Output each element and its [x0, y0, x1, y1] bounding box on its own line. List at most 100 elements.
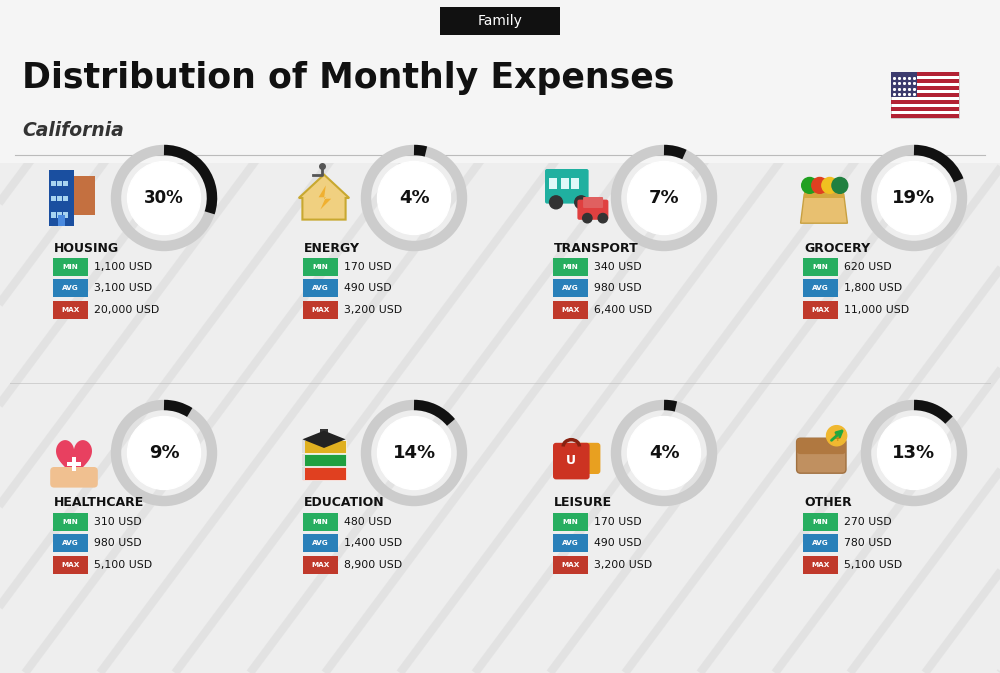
FancyBboxPatch shape: [74, 176, 95, 215]
FancyBboxPatch shape: [891, 72, 917, 97]
Text: MAX: MAX: [811, 562, 830, 568]
FancyBboxPatch shape: [891, 72, 959, 75]
Text: 3,200 USD: 3,200 USD: [594, 560, 652, 570]
FancyBboxPatch shape: [803, 534, 838, 553]
Circle shape: [832, 178, 848, 193]
Polygon shape: [801, 194, 847, 223]
Text: 1,100 USD: 1,100 USD: [94, 262, 152, 272]
FancyBboxPatch shape: [57, 180, 62, 186]
FancyBboxPatch shape: [803, 279, 838, 297]
FancyBboxPatch shape: [303, 301, 338, 319]
FancyBboxPatch shape: [553, 258, 588, 276]
Circle shape: [583, 213, 592, 223]
FancyBboxPatch shape: [67, 462, 81, 466]
Text: EDUCATION: EDUCATION: [304, 497, 385, 509]
Text: 7%: 7%: [649, 189, 679, 207]
Circle shape: [128, 162, 200, 234]
Text: 170 USD: 170 USD: [344, 262, 392, 272]
Text: 340 USD: 340 USD: [594, 262, 642, 272]
FancyBboxPatch shape: [561, 178, 569, 189]
Polygon shape: [319, 185, 331, 209]
FancyBboxPatch shape: [53, 279, 88, 297]
Circle shape: [628, 417, 700, 489]
Text: U: U: [566, 454, 576, 468]
FancyBboxPatch shape: [545, 169, 589, 204]
FancyBboxPatch shape: [320, 429, 328, 439]
Text: 310 USD: 310 USD: [94, 517, 142, 527]
Text: MAX: MAX: [811, 307, 830, 313]
Text: $: $: [833, 431, 840, 441]
Text: MAX: MAX: [61, 562, 80, 568]
FancyBboxPatch shape: [549, 178, 557, 189]
Text: MIN: MIN: [563, 264, 578, 270]
Text: 490 USD: 490 USD: [594, 538, 642, 548]
FancyBboxPatch shape: [891, 100, 959, 104]
Text: 170 USD: 170 USD: [594, 517, 642, 527]
FancyBboxPatch shape: [58, 215, 65, 226]
FancyBboxPatch shape: [803, 556, 838, 574]
Circle shape: [827, 425, 847, 446]
Text: 11,000 USD: 11,000 USD: [844, 305, 909, 315]
FancyBboxPatch shape: [57, 213, 62, 217]
FancyBboxPatch shape: [891, 114, 959, 118]
FancyBboxPatch shape: [553, 279, 588, 297]
Text: MIN: MIN: [313, 519, 328, 525]
FancyBboxPatch shape: [53, 534, 88, 553]
Text: MIN: MIN: [813, 264, 828, 270]
FancyBboxPatch shape: [63, 213, 68, 217]
FancyBboxPatch shape: [553, 513, 588, 531]
Text: GROCERY: GROCERY: [804, 242, 870, 254]
FancyBboxPatch shape: [303, 513, 338, 531]
FancyBboxPatch shape: [53, 301, 88, 319]
Text: TRANSPORT: TRANSPORT: [554, 242, 639, 254]
FancyBboxPatch shape: [53, 556, 88, 574]
FancyBboxPatch shape: [302, 440, 346, 453]
Text: AVG: AVG: [62, 285, 79, 291]
FancyBboxPatch shape: [302, 468, 346, 480]
Text: AVG: AVG: [812, 540, 829, 546]
Text: 30%: 30%: [144, 189, 184, 207]
FancyBboxPatch shape: [803, 258, 838, 276]
Text: 3,100 USD: 3,100 USD: [94, 283, 152, 293]
Text: AVG: AVG: [812, 285, 829, 291]
FancyBboxPatch shape: [53, 258, 88, 276]
Text: 3,200 USD: 3,200 USD: [344, 305, 402, 315]
Text: 270 USD: 270 USD: [844, 517, 892, 527]
Text: OTHER: OTHER: [804, 497, 852, 509]
Text: AVG: AVG: [562, 285, 579, 291]
Text: 4%: 4%: [649, 444, 679, 462]
Text: 5,100 USD: 5,100 USD: [844, 560, 902, 570]
FancyBboxPatch shape: [63, 180, 68, 186]
FancyBboxPatch shape: [51, 180, 56, 186]
FancyBboxPatch shape: [553, 443, 590, 479]
Text: 1,800 USD: 1,800 USD: [844, 283, 902, 293]
Polygon shape: [302, 431, 346, 448]
Text: MAX: MAX: [561, 562, 580, 568]
FancyBboxPatch shape: [72, 456, 76, 471]
Text: 6,400 USD: 6,400 USD: [594, 305, 652, 315]
Text: AVG: AVG: [312, 285, 329, 291]
FancyBboxPatch shape: [303, 258, 338, 276]
Circle shape: [628, 162, 700, 234]
Text: ENERGY: ENERGY: [304, 242, 360, 254]
Text: LEISURE: LEISURE: [554, 497, 612, 509]
FancyBboxPatch shape: [891, 79, 959, 83]
Text: 980 USD: 980 USD: [594, 283, 642, 293]
Text: 13%: 13%: [892, 444, 936, 462]
Text: HOUSING: HOUSING: [54, 242, 119, 254]
Text: 480 USD: 480 USD: [344, 517, 392, 527]
Text: AVG: AVG: [312, 540, 329, 546]
Text: MAX: MAX: [311, 307, 330, 313]
Text: AVG: AVG: [62, 540, 79, 546]
FancyBboxPatch shape: [553, 301, 588, 319]
FancyBboxPatch shape: [51, 213, 56, 217]
Text: MIN: MIN: [313, 264, 328, 270]
Text: 19%: 19%: [892, 189, 936, 207]
Circle shape: [598, 213, 607, 223]
Circle shape: [128, 417, 200, 489]
Circle shape: [575, 196, 588, 209]
FancyBboxPatch shape: [303, 556, 338, 574]
Text: MAX: MAX: [311, 562, 330, 568]
Text: 8,900 USD: 8,900 USD: [344, 560, 402, 570]
Text: MAX: MAX: [61, 307, 80, 313]
